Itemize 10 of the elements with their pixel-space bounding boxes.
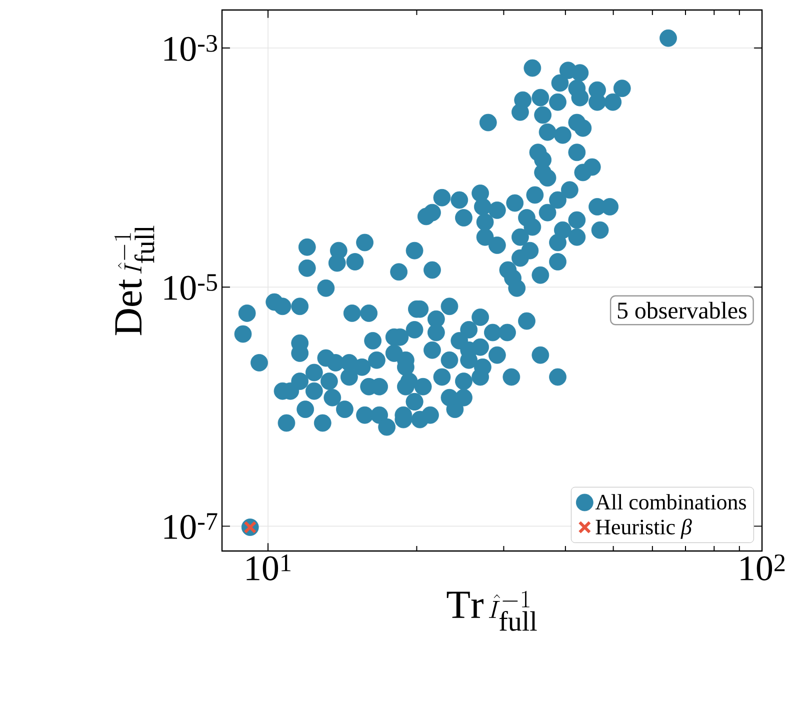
x-axis-title: $\mathrm{Tr}\,\hat{I}_{\mathrm{full}}^{-1}$ <box>446 590 537 631</box>
legend-label: Heuristic β <box>596 518 692 539</box>
y-axis-title: $\mathrm{Det}\,\hat{I}_{\mathrm{full}}^{-1}$ <box>114 226 154 336</box>
y-tick-label: 10$^{-5}$ <box>164 274 218 300</box>
annotation: 5 observables <box>618 302 746 319</box>
legend-label: All combinations <box>595 494 746 510</box>
y-tick-label: 10$^{-7}$ <box>164 513 218 540</box>
y-tick-label: 10$^{-3}$ <box>164 35 218 61</box>
x-tick-label: 10$^{2}$ <box>740 554 785 580</box>
x-tick-label: 10$^{1}$ <box>246 554 290 580</box>
